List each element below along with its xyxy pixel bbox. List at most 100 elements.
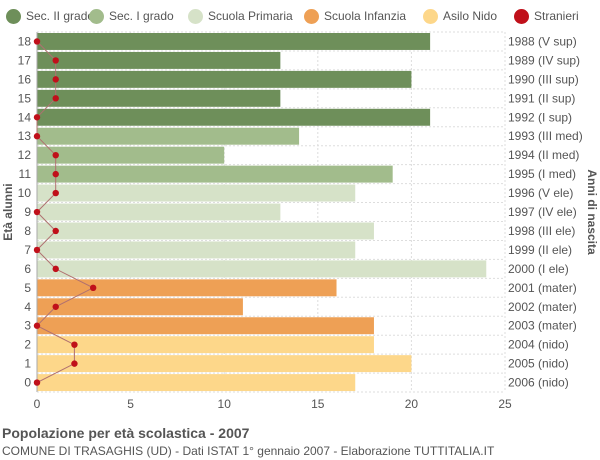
stranieri-point [33,246,41,254]
bar [37,89,281,107]
bar [37,203,281,221]
legend-swatch [514,8,529,24]
legend-label: Asilo Nido [443,9,498,23]
y-tick-label-right: 1995 (I med) [508,167,576,181]
y-tick-label-right: 2000 (I ele) [508,262,569,276]
y-tick-label-right: 1990 (III sup) [508,72,579,86]
bar [37,279,337,297]
legend-label: Stranieri [534,9,579,23]
x-tick-label: 15 [311,397,325,411]
stranieri-point [52,95,59,102]
y-tick-label-right: 1999 (II ele) [508,243,572,257]
y-tick-label-right: 2001 (mater) [508,281,577,295]
y-axis-title-right: Anni di nascita [585,169,599,255]
y-tick-label: 2 [24,338,31,352]
legend-item: Scuola Primaria [188,6,293,26]
stranieri-point [71,360,78,367]
y-tick-label: 16 [18,72,32,86]
legend-swatch [188,8,203,24]
legend-item: Scuola Infanzia [304,6,406,26]
bar [37,260,487,278]
x-tick-label: 5 [127,397,134,411]
stranieri-point [52,170,59,178]
stranieri-point [52,303,59,310]
y-tick-label: 8 [24,224,31,238]
y-tick-label: 13 [18,129,32,143]
y-tick-label-right: 1994 (II med) [508,148,579,162]
legend-label: Sec. II grado [26,9,95,23]
legend-swatch [304,8,319,24]
legend-item: Asilo Nido [423,6,497,26]
y-tick-label-right: 1989 (IV sup) [508,53,580,67]
y-tick-label-right: 2003 (mater) [508,319,577,333]
bar [37,222,374,240]
stranieri-point [33,38,41,45]
stranieri-point [52,76,59,83]
y-tick-label-right: 1997 (IV ele) [508,205,577,219]
y-tick-label: 10 [18,186,32,200]
stranieri-point [33,322,41,329]
y-tick-label: 18 [18,34,32,48]
stranieri-point [33,114,41,121]
y-tick-label: 12 [18,148,32,162]
y-tick-label-right: 1993 (III med) [508,129,583,143]
bar [37,108,431,126]
bar [37,146,225,164]
stranieri-point [52,57,59,64]
legend: Sec. II grado Sec. I grado Scuola Primaria… [0,6,600,26]
y-tick-label-right: 2004 (nido) [508,338,569,352]
y-tick-label-right: 2005 (nido) [508,357,569,371]
y-tick-label: 3 [24,319,31,333]
y-tick-label-right: 2002 (mater) [508,300,577,314]
bar [37,127,300,145]
chart-footer-title: Popolazione per età scolastica - 2007 [2,425,250,441]
legend-swatch [423,8,438,24]
x-tick-label: 10 [218,397,232,411]
y-tick-label: 6 [24,262,31,276]
stranieri-point [52,189,59,197]
y-tick-label: 14 [18,110,32,124]
stranieri-point [33,208,41,216]
y-axis-title-left: Età alunni [1,183,15,240]
bar [37,70,412,88]
bar [37,165,393,183]
chart-footer-subtitle: COMUNE DI TRASAGHIS (UD) - Dati ISTAT 1°… [2,444,495,458]
y-tick-label: 1 [24,357,31,371]
legend-swatch [89,8,104,24]
bar [37,336,374,354]
y-tick-label: 7 [24,243,31,257]
y-tick-label: 17 [18,53,32,67]
bar [37,317,374,335]
y-tick-label: 15 [18,91,32,105]
bar [37,355,412,373]
y-tick-label-right: 1991 (II sup) [508,91,575,105]
x-tick-label: 0 [34,397,41,411]
bar [37,33,431,50]
bar [37,51,281,69]
bar [37,184,356,202]
y-tick-label: 4 [24,300,31,314]
x-tick-label: 25 [498,397,512,411]
stranieri-point [33,133,41,140]
legend-label: Scuola Infanzia [324,9,407,23]
y-tick-label-right: 1998 (III ele) [508,224,575,238]
bar [37,374,356,392]
stranieri-point [33,379,41,386]
y-tick-label: 5 [24,281,31,295]
stranieri-point [71,341,78,348]
y-tick-label: 0 [24,376,31,390]
stranieri-point [52,227,59,235]
legend-item: Sec. II grado [6,6,94,26]
legend-item: Sec. I grado [89,6,174,26]
y-tick-label: 11 [19,167,32,181]
bar [37,241,356,259]
stranieri-point [89,284,97,292]
legend-swatch [6,8,21,24]
y-tick-label-right: 2006 (nido) [508,376,569,390]
stranieri-point [52,151,59,159]
stranieri-point [52,265,59,273]
legend-label: Scuola Primaria [208,9,293,23]
y-tick-label: 9 [24,205,31,219]
y-tick-label-right: 1988 (V sup) [508,34,577,48]
